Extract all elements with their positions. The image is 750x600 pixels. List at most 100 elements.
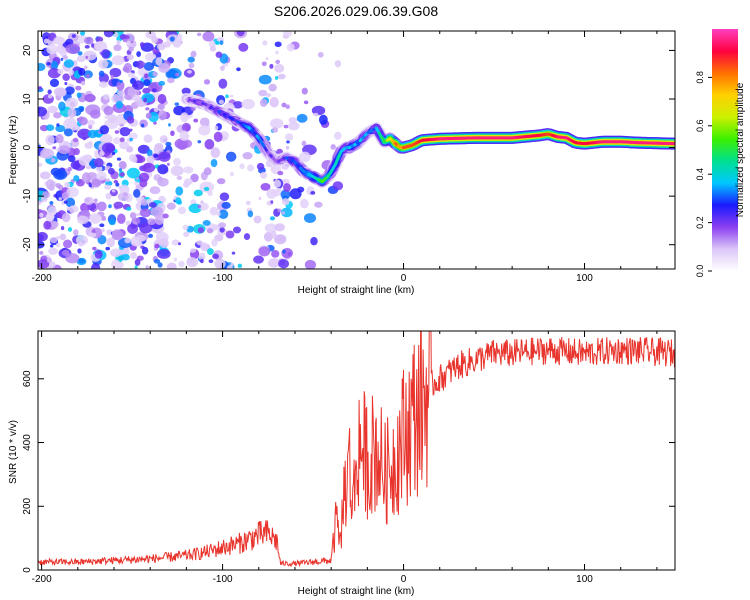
- spectrogram-noise-blob: [175, 72, 180, 77]
- spectrogram-noise-blob: [256, 162, 265, 171]
- spectrogram-noise-blob: [237, 263, 243, 268]
- spectrogram-noise-blob: [288, 121, 300, 131]
- spectrogram-noise-blob: [132, 94, 141, 102]
- spectrogram-noise-blob: [152, 71, 159, 77]
- spectrogram-noise-blob: [183, 166, 194, 174]
- spectrogram-noise-layer: [38, 31, 344, 269]
- spectrogram-noise-blob: [148, 201, 157, 208]
- spectrogram-noise-blob: [165, 141, 172, 147]
- spectrogram-noise-blob: [136, 60, 145, 70]
- spectrogram-noise-blob: [71, 34, 76, 38]
- spectrogram-noise-blob: [81, 172, 91, 184]
- spectrogram-noise-blob: [119, 126, 131, 137]
- spectrogram-noise-blob: [265, 93, 272, 98]
- spectrogram-noise-blob: [96, 171, 107, 181]
- spectrogram-noise-blob: [98, 59, 109, 69]
- spectrogram-noise-blob: [65, 43, 81, 54]
- spectrogram-noise-blob: [213, 131, 223, 143]
- spectrogram-y-tick-label: 20: [22, 44, 33, 56]
- spectrogram-noise-blob: [50, 167, 61, 176]
- spectrogram-noise-blob: [260, 182, 271, 191]
- spectrogram-noise-blob: [197, 140, 202, 144]
- spectrogram-noise-blob: [63, 119, 73, 129]
- spectrogram-noise-blob: [189, 248, 197, 253]
- snr-x-tick-label: -200: [32, 574, 52, 585]
- spectrogram-noise-blob: [129, 137, 133, 142]
- spectrogram-noise-blob: [215, 41, 221, 45]
- spectrogram-noise-blob: [105, 178, 110, 182]
- spectrogram-noise-blob: [283, 124, 289, 129]
- spectrogram-noise-blob: [200, 258, 204, 264]
- spectrogram-noise-blob: [149, 186, 161, 195]
- spectrogram-noise-blob: [73, 148, 80, 156]
- spectrogram-noise-blob: [226, 265, 233, 269]
- spectrogram-noise-blob: [171, 239, 180, 246]
- spectrogram-noise-blob: [260, 171, 268, 179]
- colorbar-label: Normalized spectral amplitude: [735, 82, 746, 217]
- spectrogram-noise-blob: [118, 160, 127, 170]
- spectrogram-x-tick-label: -100: [213, 273, 233, 284]
- snr-y-tick-label: 0: [22, 567, 33, 573]
- spectrogram-noise-blob: [275, 59, 281, 64]
- spectrogram-noise-blob: [277, 208, 282, 213]
- spectrogram-noise-blob: [122, 66, 130, 72]
- spectrogram-noise-blob: [198, 202, 209, 211]
- spectrogram-noise-blob: [210, 158, 218, 168]
- spectrogram-noise-blob: [82, 136, 87, 141]
- spectrogram-noise-blob: [63, 200, 68, 204]
- spectrogram-noise-blob: [274, 234, 287, 245]
- spectrogram-noise-blob: [187, 69, 192, 74]
- spectrogram-noise-blob: [139, 178, 148, 188]
- spectrogram-noise-blob: [258, 74, 272, 85]
- spectrogram-noise-blob: [111, 189, 116, 193]
- spectrogram-noise-blob: [73, 175, 80, 182]
- spectrogram-noise-blob: [115, 100, 124, 109]
- spectrogram-noise-blob: [78, 67, 86, 76]
- spectrogram-noise-blob: [38, 259, 50, 269]
- spectrogram-noise-blob: [126, 206, 132, 211]
- spectrogram-noise-blob: [129, 212, 137, 219]
- spectrogram-noise-blob: [278, 259, 290, 269]
- spectrogram-noise-blob: [179, 130, 189, 142]
- spectrogram-noise-blob: [51, 220, 59, 228]
- spectrogram-noise-blob: [283, 31, 293, 37]
- spectrogram-noise-blob: [121, 253, 130, 261]
- snr-frame: [37, 330, 676, 571]
- spectrogram-noise-blob: [78, 106, 84, 113]
- spectrogram-noise-blob: [139, 208, 151, 218]
- spectrogram-y-tick-label: -10: [22, 188, 33, 203]
- spectrogram-noise-blob: [64, 86, 75, 95]
- spectrogram-noise-blob: [170, 130, 175, 137]
- spectrogram-noise-blob: [167, 77, 175, 84]
- spectrogram-noise-blob: [219, 226, 225, 233]
- spectrogram-noise-blob: [91, 262, 101, 269]
- spectrogram-noise-blob: [119, 33, 127, 40]
- spectrogram-noise-blob: [111, 230, 124, 241]
- snr-x-tick-label: 0: [401, 574, 407, 585]
- spectrogram-noise-blob: [65, 97, 78, 109]
- spectrogram-noise-blob: [264, 223, 278, 233]
- spectrogram-noise-blob: [297, 186, 305, 193]
- spectrogram-noise-blob: [108, 204, 112, 209]
- spectrogram-noise-blob: [159, 238, 169, 249]
- spectrogram-noise-blob: [157, 103, 165, 110]
- spectrogram-noise-blob: [143, 61, 155, 71]
- snr-plot-area: [38, 331, 675, 570]
- snr-x-tick-label: -100: [213, 574, 233, 585]
- spectrogram-noise-blob: [49, 78, 60, 88]
- snr-series-line: [38, 331, 675, 568]
- spectrogram-noise-blob: [135, 213, 141, 217]
- spectrogram-noise-blob: [334, 60, 342, 68]
- colorbar: 0.0 0.2 0.4 0.6 0.8 Normalized spectral ampl…: [695, 29, 746, 277]
- spectrogram-noise-blob: [104, 184, 112, 190]
- spectrogram-noise-blob: [134, 240, 143, 247]
- spectrogram-noise-blob: [107, 167, 115, 175]
- spectrogram-noise-blob: [67, 227, 73, 232]
- spectrogram-noise-blob: [146, 149, 153, 157]
- spectrogram-noise-blob: [96, 201, 107, 212]
- spectrogram-noise-blob: [124, 237, 131, 244]
- spectrogram-noise-blob: [45, 124, 55, 131]
- spectrogram-noise-blob: [197, 32, 202, 37]
- spectrogram-noise-blob: [55, 236, 61, 240]
- spectrogram-noise-blob: [119, 79, 123, 84]
